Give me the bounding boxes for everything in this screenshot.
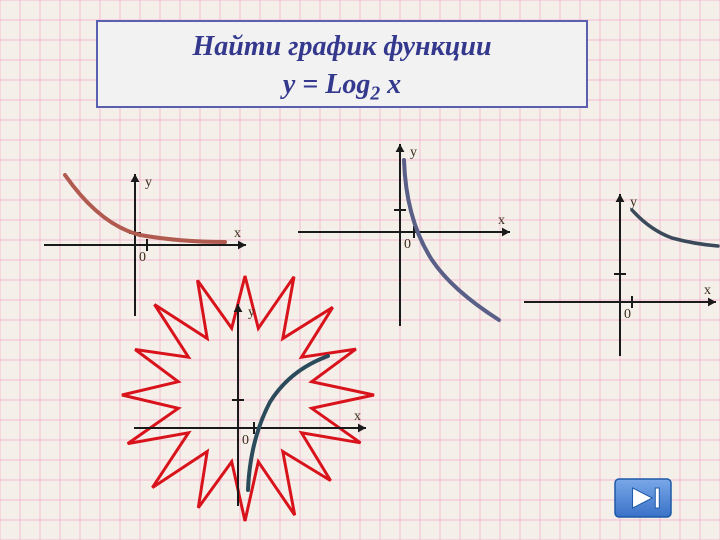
plot-option-D[interactable]: 0 х у: [130, 300, 370, 510]
next-button[interactable]: [614, 478, 672, 518]
svg-text:у: у: [248, 305, 255, 320]
stage: Найти график функции y = Log2 x 0ху 0ху …: [0, 0, 720, 540]
svg-text:х: х: [354, 409, 361, 424]
svg-text:0: 0: [139, 250, 146, 265]
svg-text:х: х: [234, 226, 241, 241]
plot-option-C[interactable]: 0 х у: [520, 190, 720, 360]
svg-text:0: 0: [242, 433, 249, 448]
svg-text:0: 0: [624, 307, 631, 322]
svg-text:х: х: [704, 283, 711, 298]
svg-text:у: у: [145, 175, 152, 190]
svg-text:0: 0: [404, 237, 411, 252]
svg-text:х: х: [498, 213, 505, 228]
plot-option-A[interactable]: 0 х у: [40, 170, 250, 320]
svg-text:у: у: [630, 195, 637, 210]
svg-text:у: у: [410, 145, 417, 160]
